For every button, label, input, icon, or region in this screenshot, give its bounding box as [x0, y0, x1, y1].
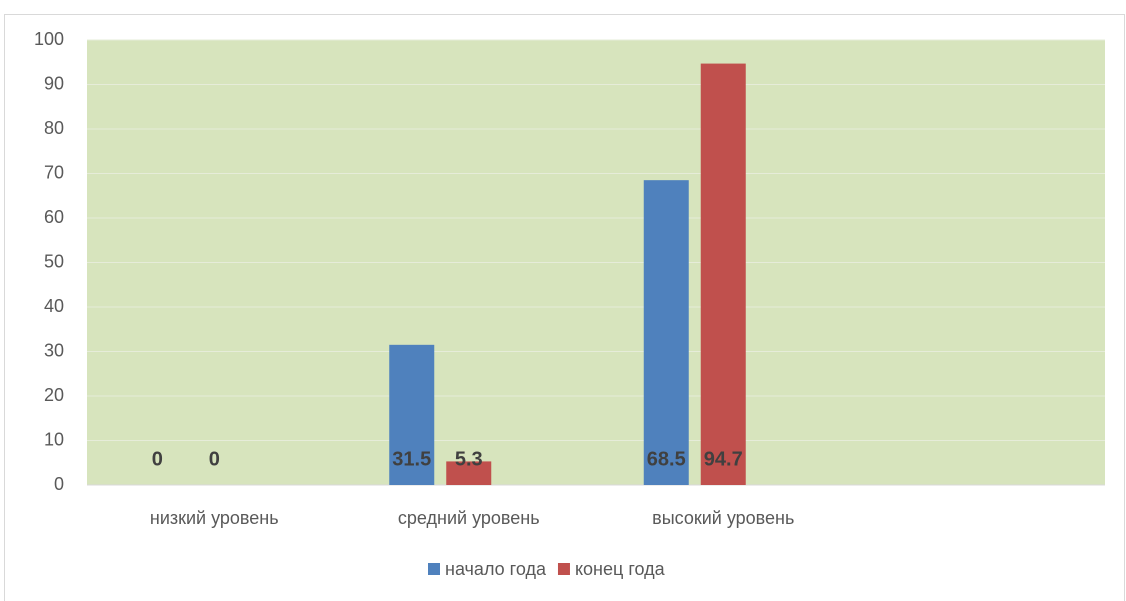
value-label: 0: [209, 448, 220, 470]
bar: [700, 63, 746, 486]
value-label: 0: [152, 448, 163, 470]
value-label: 94.7: [704, 448, 743, 470]
value-label: 5.3: [455, 448, 483, 470]
y-tick-label: 80: [44, 118, 64, 138]
bar: [389, 344, 435, 485]
x-tick-label: средний уровень: [398, 508, 540, 528]
y-tick-label: 70: [44, 162, 64, 182]
y-tick-label: 90: [44, 73, 64, 93]
y-tick-label: 100: [34, 29, 64, 49]
value-label: 31.5: [392, 448, 431, 470]
y-tick-label: 50: [44, 251, 64, 271]
x-tick-label: высокий уровень: [652, 508, 794, 528]
y-tick-label: 10: [44, 429, 64, 449]
legend-label: конец года: [575, 559, 666, 579]
y-tick-label: 60: [44, 207, 64, 227]
chart-border: [4, 14, 1125, 601]
y-tick-label: 0: [54, 474, 64, 494]
legend-label: начало года: [445, 559, 547, 579]
y-tick-label: 30: [44, 340, 64, 360]
x-tick-label: низкий уровень: [150, 508, 279, 528]
bar: [643, 180, 689, 486]
value-label: 68.5: [647, 448, 686, 470]
y-tick-label: 20: [44, 385, 64, 405]
y-tick-label: 40: [44, 296, 64, 316]
bar: [446, 461, 492, 485]
legend-swatch: [428, 563, 440, 575]
legend-swatch: [557, 563, 570, 575]
